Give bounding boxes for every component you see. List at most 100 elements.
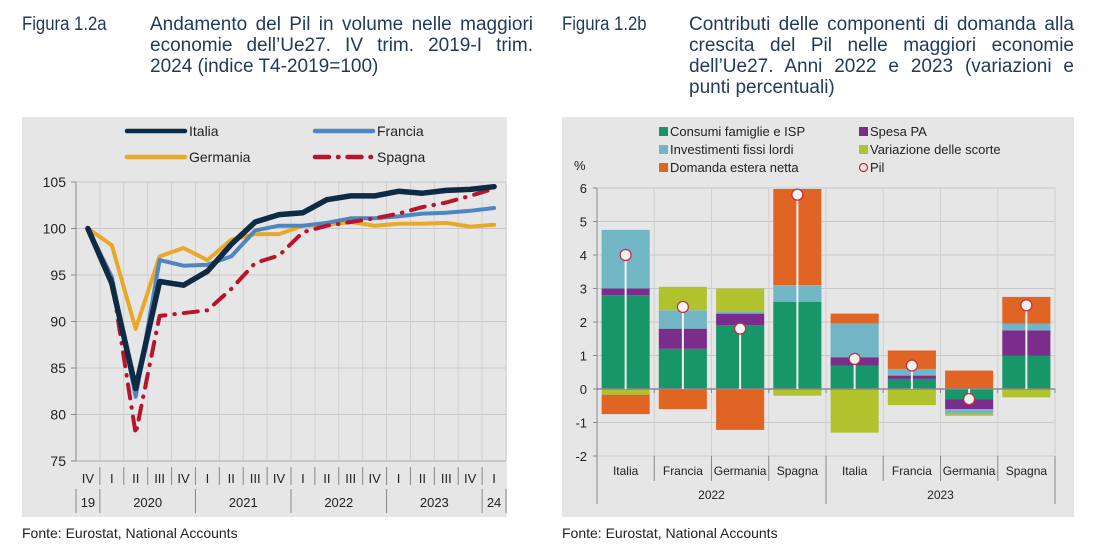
bar-segment bbox=[830, 313, 879, 324]
series-line-francia bbox=[85, 206, 497, 399]
bar-chart: -2 -1 0 1 2 3 4 5 6% Italia Francia Germania Spagna I… bbox=[574, 124, 1056, 504]
y-tick-label: 0 bbox=[580, 382, 587, 397]
legend-label-spagna: Spagna bbox=[377, 149, 425, 165]
y-tick-label: 2 bbox=[580, 315, 587, 330]
y-tick-label: 80 bbox=[50, 407, 66, 423]
legend-label: Variazione delle scorte bbox=[870, 142, 1001, 157]
y-axis-unit: % bbox=[574, 158, 586, 173]
y-tick-label: 100 bbox=[43, 221, 67, 237]
x-tick-label: Spagna bbox=[777, 464, 819, 478]
year-label: 19 bbox=[81, 495, 95, 510]
y-tick-label: 90 bbox=[50, 314, 66, 330]
figure-a-label: Figura 1.2a bbox=[22, 14, 107, 35]
bar-chart-panel: -2 -1 0 1 2 3 4 5 6% Italia Francia Germania Spagna I… bbox=[562, 117, 1074, 517]
x-tick-label: Italia bbox=[842, 464, 868, 478]
legend-label-germania: Germania bbox=[189, 149, 251, 165]
x-tick-label: Spagna bbox=[1006, 464, 1048, 478]
year-label: 2022 bbox=[324, 495, 353, 510]
bar-segment bbox=[658, 389, 707, 410]
legend-label: Pil bbox=[870, 160, 885, 175]
series-line-italia bbox=[85, 183, 497, 392]
legend-swatch bbox=[859, 145, 868, 154]
y-tick-label: 3 bbox=[580, 282, 587, 297]
figure-b-label: Figura 1.2b bbox=[562, 14, 647, 35]
y-tick-label: 6 bbox=[580, 181, 587, 196]
legend-label: Spesa PA bbox=[870, 124, 927, 139]
x-tick-label: I bbox=[397, 471, 401, 486]
bar-segment bbox=[716, 389, 765, 430]
line-chart-panel: 75 80 85 90 95 100 105 IV I II III IV I II III IV I II III… bbox=[22, 117, 507, 517]
legend-swatch bbox=[659, 145, 668, 154]
x-tick-label: IV bbox=[82, 471, 95, 486]
pil-marker bbox=[676, 300, 689, 314]
x-tick-label: III bbox=[441, 471, 452, 486]
x-tick-label: IV bbox=[177, 471, 190, 486]
y-tick-label: 75 bbox=[50, 453, 66, 469]
x-tick-label: IV bbox=[273, 471, 286, 486]
year-label: 2020 bbox=[133, 495, 162, 510]
y-tick-label: -1 bbox=[575, 416, 587, 431]
legend-label: Consumi famiglie e ISP bbox=[670, 124, 805, 139]
year-label: 2021 bbox=[229, 495, 258, 510]
x-tick-label: III bbox=[345, 471, 356, 486]
bar-segment bbox=[601, 389, 650, 395]
legend-swatch bbox=[659, 127, 668, 136]
pil-marker bbox=[734, 322, 747, 335]
y-tick-label: 5 bbox=[580, 215, 587, 230]
x-tick-label: Italia bbox=[613, 464, 639, 478]
bar-segment bbox=[945, 414, 994, 416]
pil-marker bbox=[848, 352, 861, 365]
x-tick-label: II bbox=[132, 471, 139, 486]
x-tick-label: Germania bbox=[714, 464, 767, 478]
year-label: 2022 bbox=[698, 488, 725, 502]
pil-marker bbox=[1020, 299, 1033, 312]
bar-segment bbox=[887, 389, 936, 406]
bar-segment bbox=[716, 312, 765, 314]
x-tick-label: I bbox=[206, 471, 210, 486]
y-tick-label: 95 bbox=[50, 267, 66, 283]
x-tick-label: III bbox=[250, 471, 261, 486]
bar-segment bbox=[830, 389, 879, 433]
bar-segment bbox=[601, 394, 650, 415]
x-tick-label: Germania bbox=[943, 464, 996, 478]
legend-swatch bbox=[859, 127, 868, 136]
x-tick-label: II bbox=[228, 471, 235, 486]
y-tick-label: 1 bbox=[580, 349, 587, 364]
y-tick-label: 105 bbox=[43, 174, 67, 190]
bar-segment bbox=[658, 286, 707, 311]
x-tick-label: Francia bbox=[892, 464, 932, 478]
figure-b-title: Contributi delle componenti di domanda a… bbox=[689, 14, 1074, 98]
legend-label: Investimenti fissi lordi bbox=[670, 142, 794, 157]
x-tick-label: II bbox=[323, 471, 330, 486]
pil-marker bbox=[619, 248, 632, 262]
bar-segment bbox=[716, 313, 765, 326]
legend-label-italia: Italia bbox=[189, 123, 219, 139]
legend-swatch bbox=[659, 163, 668, 172]
x-tick-label: I bbox=[301, 471, 305, 486]
pil-marker bbox=[791, 188, 804, 201]
y-tick-label: 4 bbox=[580, 248, 587, 263]
legend-label: Domanda estera netta bbox=[670, 160, 799, 175]
x-tick-label: III bbox=[154, 471, 165, 486]
series-line-spagna bbox=[85, 186, 497, 436]
legend-pil-marker bbox=[858, 162, 869, 173]
bar-segment bbox=[773, 389, 822, 396]
x-tick-label: Francia bbox=[663, 464, 703, 478]
year-label: 24 bbox=[487, 495, 501, 510]
pil-marker bbox=[963, 392, 976, 406]
legend-label-francia: Francia bbox=[377, 123, 424, 139]
bar-segment bbox=[830, 323, 879, 358]
series-line-germania bbox=[85, 220, 497, 331]
pil-marker bbox=[905, 359, 918, 372]
bar-segment bbox=[1002, 389, 1051, 398]
x-tick-label: I bbox=[492, 471, 496, 486]
bar-segment bbox=[945, 409, 994, 415]
figure-a-source: Fonte: Eurostat, National Accounts bbox=[22, 525, 238, 541]
bar-segment bbox=[945, 370, 994, 389]
x-tick-label: IV bbox=[464, 471, 477, 486]
year-label: 2023 bbox=[420, 495, 449, 510]
figure-a-title: Andamento del Pil in volume nelle maggio… bbox=[150, 14, 533, 77]
y-tick-label: -2 bbox=[575, 449, 587, 464]
figure-b-source: Fonte: Eurostat, National Accounts bbox=[562, 525, 778, 541]
